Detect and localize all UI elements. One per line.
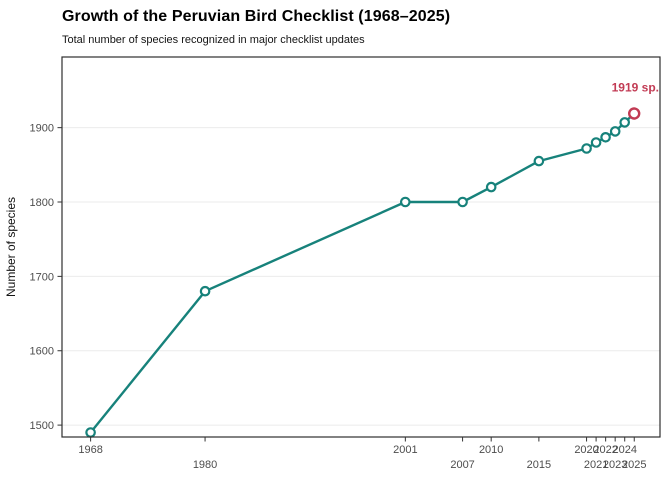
- chart-title: Growth of the Peruvian Bird Checklist (1…: [62, 8, 451, 25]
- x-tick-label-2010: 2010: [479, 444, 503, 456]
- annotation-1919-sp: 1919 sp.: [612, 81, 659, 95]
- x-tick-label-2023: 2023: [603, 459, 627, 471]
- data-point-2010: [485, 181, 497, 193]
- data-point-1968: [85, 427, 96, 438]
- panel-border: [61, 56, 661, 438]
- data-point-2023: [609, 126, 621, 137]
- y-tick-label-1900: 1900: [30, 123, 54, 135]
- x-tick-label-2021: 2021: [584, 459, 608, 471]
- y-tick-label-1700: 1700: [30, 271, 54, 283]
- data-point-2021: [590, 137, 602, 148]
- x-tick-label-2025: 2025: [622, 459, 646, 471]
- y-tick-label-1500: 1500: [30, 420, 54, 432]
- x-tick-label-1980: 1980: [193, 459, 217, 471]
- data-point-1980: [199, 285, 211, 297]
- data-point-2020: [581, 143, 592, 154]
- x-tick-label-2020: 2020: [574, 444, 598, 456]
- y-axis-title: Number of species: [4, 197, 18, 297]
- x-tick-label-2024: 2024: [612, 444, 636, 456]
- x-tick-label-2007: 2007: [450, 459, 474, 471]
- x-tick-label-2022: 2022: [593, 444, 617, 456]
- data-point-2015: [533, 155, 545, 167]
- y-tick-label-1600: 1600: [30, 346, 54, 358]
- data-point-2025: [628, 107, 641, 120]
- x-tick-label-2001: 2001: [393, 444, 417, 456]
- data-point-2022: [600, 132, 611, 143]
- data-point-2024: [619, 117, 630, 128]
- y-tick-label-1800: 1800: [30, 197, 54, 209]
- x-tick-label-1968: 1968: [78, 444, 102, 456]
- chart-subtitle: Total number of species recognized in ma…: [62, 34, 365, 46]
- x-tick-label-2015: 2015: [527, 459, 551, 471]
- data-point-2001: [399, 196, 411, 208]
- checklist-line: [89, 112, 636, 434]
- data-point-2007: [457, 196, 468, 208]
